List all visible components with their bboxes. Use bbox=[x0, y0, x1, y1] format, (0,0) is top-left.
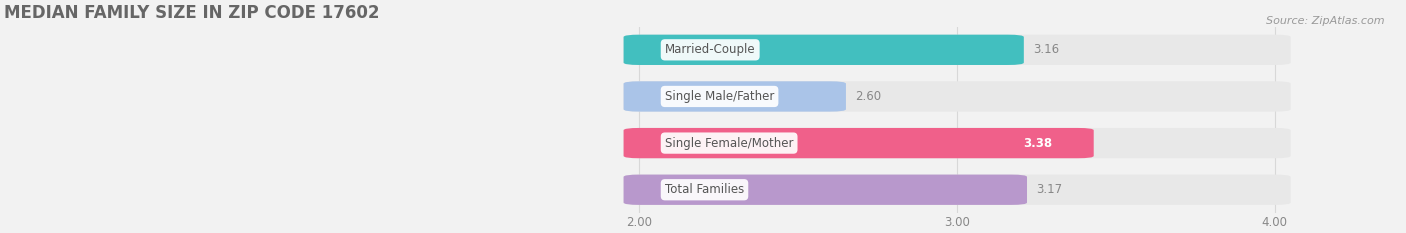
Text: Single Male/Father: Single Male/Father bbox=[665, 90, 775, 103]
Text: 3.17: 3.17 bbox=[1036, 183, 1063, 196]
Text: Total Families: Total Families bbox=[665, 183, 744, 196]
FancyBboxPatch shape bbox=[624, 128, 1094, 158]
FancyBboxPatch shape bbox=[624, 81, 846, 112]
FancyBboxPatch shape bbox=[624, 128, 1291, 158]
FancyBboxPatch shape bbox=[624, 81, 1291, 112]
Text: Married-Couple: Married-Couple bbox=[665, 43, 755, 56]
FancyBboxPatch shape bbox=[624, 175, 1026, 205]
Text: 2.60: 2.60 bbox=[855, 90, 882, 103]
Text: Source: ZipAtlas.com: Source: ZipAtlas.com bbox=[1267, 16, 1385, 26]
Text: 3.38: 3.38 bbox=[1024, 137, 1053, 150]
FancyBboxPatch shape bbox=[624, 35, 1291, 65]
Text: MEDIAN FAMILY SIZE IN ZIP CODE 17602: MEDIAN FAMILY SIZE IN ZIP CODE 17602 bbox=[4, 4, 380, 22]
FancyBboxPatch shape bbox=[624, 35, 1024, 65]
FancyBboxPatch shape bbox=[624, 175, 1291, 205]
Text: 3.16: 3.16 bbox=[1033, 43, 1060, 56]
Text: Single Female/Mother: Single Female/Mother bbox=[665, 137, 793, 150]
